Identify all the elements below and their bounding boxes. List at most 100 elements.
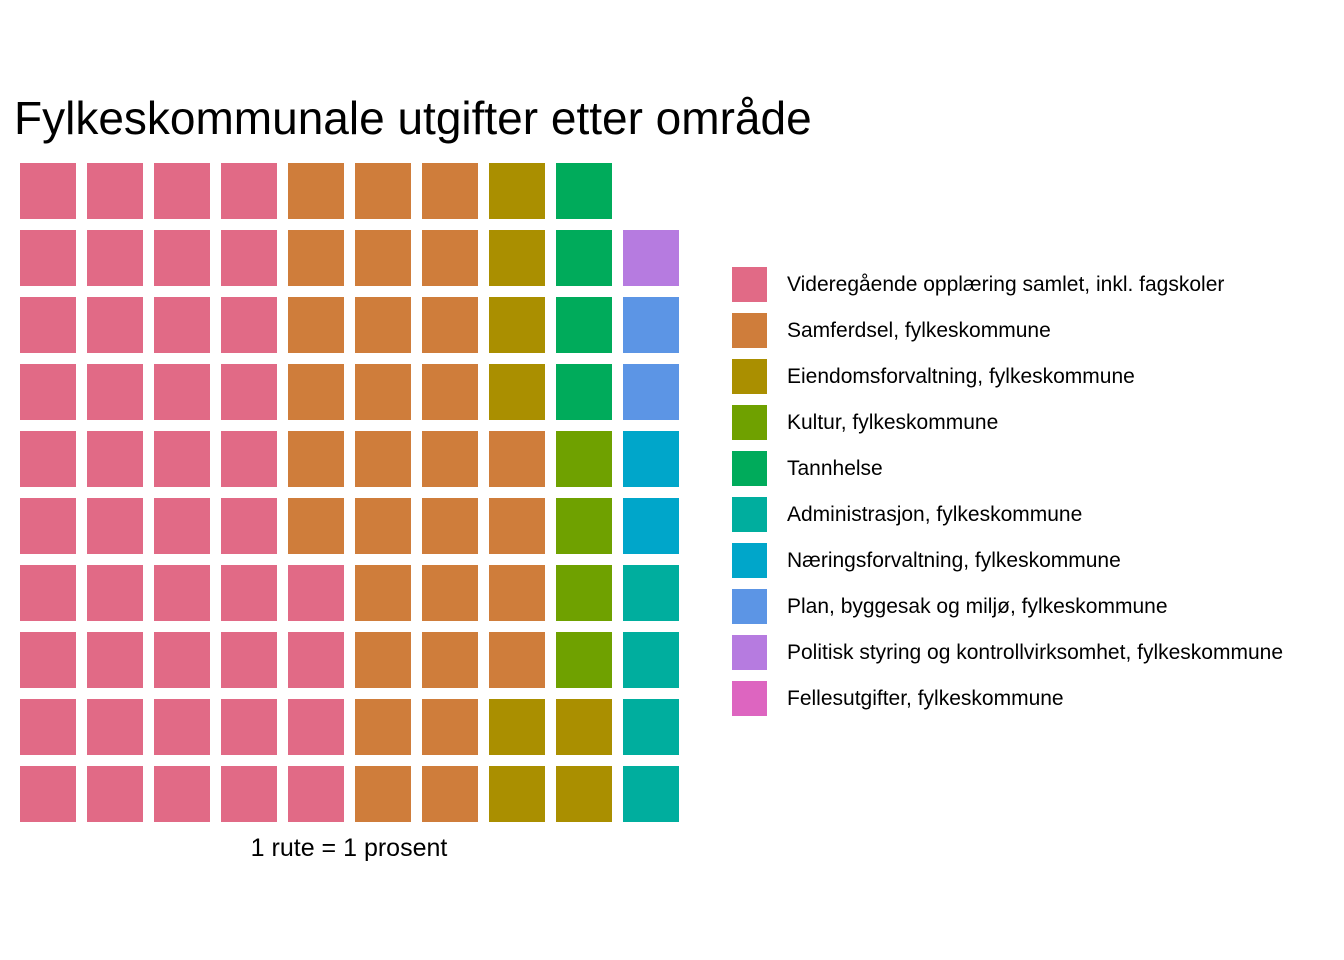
waffle-cell <box>489 632 545 688</box>
waffle-cell <box>20 766 76 822</box>
waffle-cell <box>221 632 277 688</box>
waffle-cell <box>154 632 210 688</box>
waffle-cell <box>489 364 545 420</box>
waffle-cell <box>221 699 277 755</box>
waffle-cell <box>20 699 76 755</box>
waffle-cell <box>355 230 411 286</box>
waffle-cell <box>20 230 76 286</box>
waffle-cell <box>355 498 411 554</box>
legend-key <box>732 267 767 302</box>
legend-label: Administrasjon, fylkeskommune <box>787 503 1083 526</box>
waffle-cell <box>556 431 612 487</box>
waffle-cell <box>556 297 612 353</box>
waffle-cell <box>489 163 545 219</box>
waffle-cell <box>221 364 277 420</box>
legend-label: Kultur, fylkeskommune <box>787 411 999 434</box>
waffle-cell <box>623 565 679 621</box>
waffle-cell <box>154 297 210 353</box>
waffle-cell <box>20 297 76 353</box>
waffle-cell <box>489 230 545 286</box>
waffle-cell <box>623 498 679 554</box>
legend-key <box>732 635 767 670</box>
waffle-cell <box>422 364 478 420</box>
legend-label: Eiendomsforvaltning, fylkeskommune <box>787 365 1135 388</box>
waffle-cell <box>489 699 545 755</box>
legend-key <box>732 681 767 716</box>
waffle-cell <box>556 498 612 554</box>
waffle-cell <box>288 163 344 219</box>
waffle-cell <box>556 565 612 621</box>
waffle-cell <box>489 565 545 621</box>
waffle-cell <box>556 364 612 420</box>
waffle-cell <box>20 565 76 621</box>
waffle-cell <box>221 766 277 822</box>
waffle-cell <box>489 297 545 353</box>
legend-key <box>732 313 767 348</box>
waffle-cell <box>556 699 612 755</box>
waffle-cell <box>221 431 277 487</box>
waffle-cell <box>20 163 76 219</box>
waffle-cell <box>355 364 411 420</box>
waffle-cell <box>355 766 411 822</box>
legend-key <box>732 405 767 440</box>
waffle-cell <box>288 766 344 822</box>
waffle-cell <box>87 364 143 420</box>
waffle-cell <box>623 431 679 487</box>
waffle-cell <box>288 565 344 621</box>
waffle-cell <box>154 766 210 822</box>
waffle-cell <box>355 297 411 353</box>
waffle-cell <box>422 632 478 688</box>
waffle-cell <box>154 230 210 286</box>
legend-label: Samferdsel, fylkeskommune <box>787 319 1051 342</box>
waffle-cell <box>623 297 679 353</box>
waffle-cell <box>288 230 344 286</box>
waffle-cell <box>288 632 344 688</box>
legend-key <box>732 359 767 394</box>
waffle-cell <box>623 230 679 286</box>
waffle-cell <box>489 498 545 554</box>
waffle-cell <box>87 766 143 822</box>
waffle-cell <box>422 498 478 554</box>
waffle-cell <box>556 163 612 219</box>
legend-key <box>732 543 767 578</box>
waffle-cell <box>154 364 210 420</box>
waffle-cell <box>556 230 612 286</box>
waffle-cell <box>623 364 679 420</box>
waffle-cell <box>154 565 210 621</box>
legend-key <box>732 497 767 532</box>
waffle-cell <box>422 230 478 286</box>
waffle-cell <box>288 498 344 554</box>
legend-label: Næringsforvaltning, fylkeskommune <box>787 549 1121 572</box>
waffle-cell <box>355 431 411 487</box>
waffle-cell <box>221 565 277 621</box>
waffle-cell <box>87 297 143 353</box>
waffle-cell <box>87 632 143 688</box>
waffle-cell <box>422 766 478 822</box>
waffle-cell <box>20 431 76 487</box>
legend-label: Tannhelse <box>787 457 883 480</box>
waffle-cell <box>422 431 478 487</box>
waffle-cell <box>556 766 612 822</box>
chart-caption: 1 rute = 1 prosent <box>250 834 448 862</box>
waffle-cell <box>154 163 210 219</box>
waffle-cell <box>154 699 210 755</box>
legend-label: Politisk styring og kontrollvirksomhet, … <box>787 641 1284 664</box>
waffle-cell <box>221 230 277 286</box>
waffle-cell <box>355 632 411 688</box>
waffle-cell <box>221 163 277 219</box>
waffle-cell <box>288 297 344 353</box>
waffle-cell <box>489 431 545 487</box>
waffle-cell <box>87 565 143 621</box>
waffle-cell <box>288 364 344 420</box>
waffle-cell <box>422 699 478 755</box>
waffle-cell <box>221 297 277 353</box>
waffle-cell <box>556 632 612 688</box>
waffle-cell <box>87 431 143 487</box>
waffle-cell <box>623 766 679 822</box>
waffle-cell <box>87 163 143 219</box>
waffle-cell <box>355 163 411 219</box>
legend-label: Plan, byggesak og miljø, fylkeskommune <box>787 595 1168 618</box>
waffle-cell <box>623 632 679 688</box>
legend-key <box>732 589 767 624</box>
